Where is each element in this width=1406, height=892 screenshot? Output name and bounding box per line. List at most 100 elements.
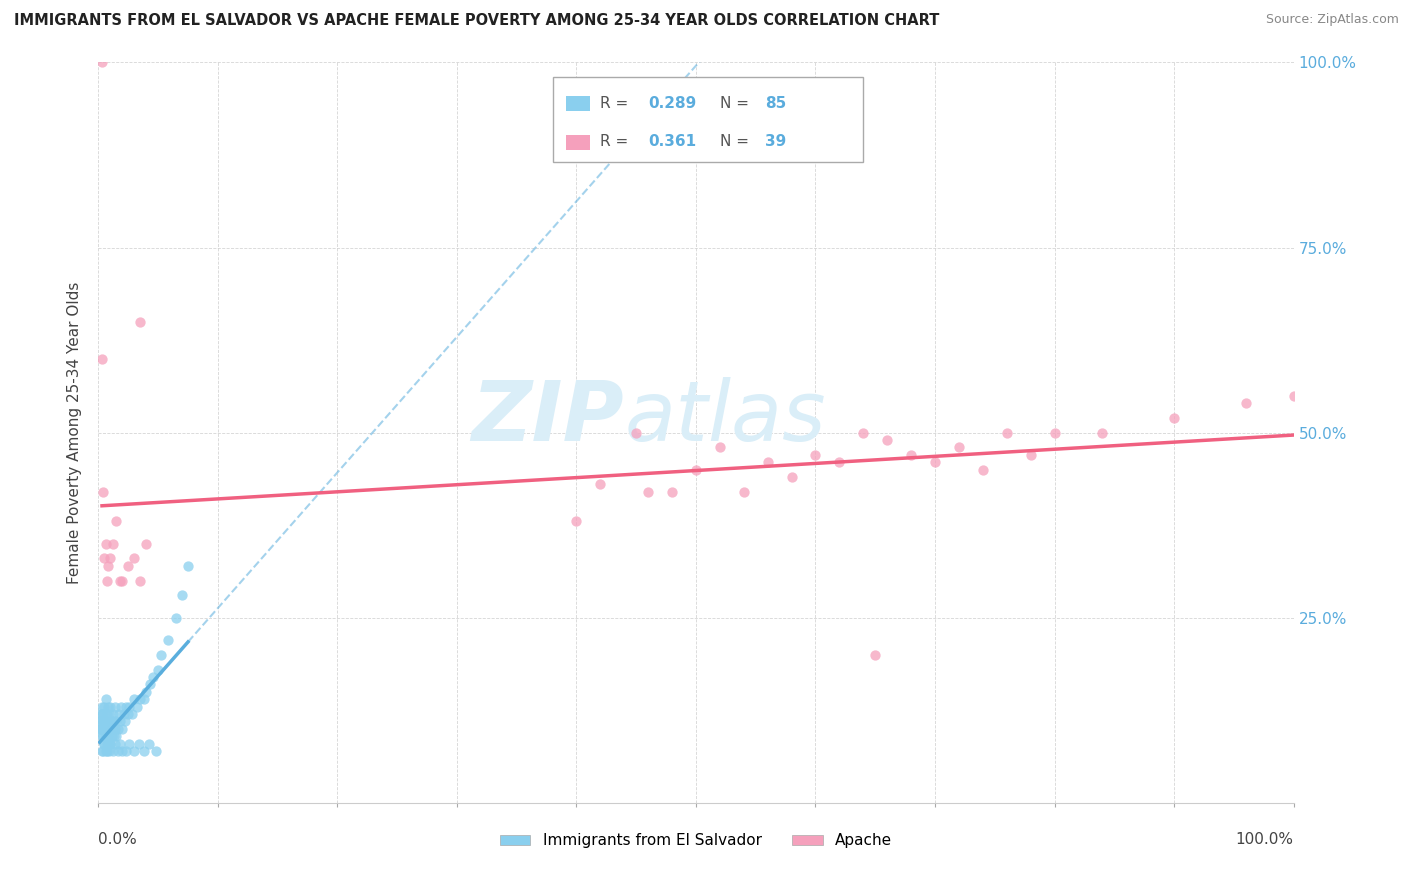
Point xyxy=(93,737,115,751)
Point xyxy=(661,484,683,499)
Point xyxy=(1282,388,1305,402)
Point xyxy=(828,455,851,469)
Point xyxy=(139,677,162,691)
Point xyxy=(589,477,612,491)
Point xyxy=(100,714,122,729)
Point xyxy=(135,685,157,699)
Point xyxy=(105,729,128,743)
Point xyxy=(108,714,131,729)
Point xyxy=(118,737,141,751)
Point xyxy=(104,699,127,714)
Point xyxy=(91,351,114,366)
Point xyxy=(98,706,121,721)
Point xyxy=(685,462,707,476)
Point xyxy=(93,699,115,714)
Point xyxy=(101,722,124,736)
Point xyxy=(172,589,194,603)
Point xyxy=(115,744,138,758)
Point xyxy=(111,744,134,758)
Point xyxy=(91,706,114,721)
Point xyxy=(98,551,122,566)
Point xyxy=(148,663,170,677)
Text: N =: N = xyxy=(720,95,749,111)
Point xyxy=(115,699,138,714)
Point xyxy=(124,551,146,566)
Point xyxy=(100,729,122,743)
Point xyxy=(97,699,120,714)
Point xyxy=(104,737,127,751)
Point xyxy=(156,632,179,647)
Point xyxy=(128,737,150,751)
Point xyxy=(105,515,128,529)
Point xyxy=(900,448,922,462)
Point xyxy=(129,692,152,706)
Point xyxy=(103,714,125,729)
Point xyxy=(94,714,117,729)
Point xyxy=(733,484,755,499)
Point xyxy=(138,737,160,751)
Point xyxy=(948,441,970,455)
Point xyxy=(709,441,731,455)
Point xyxy=(96,706,118,721)
Point xyxy=(135,536,157,550)
Point xyxy=(111,722,134,736)
Point xyxy=(101,536,124,550)
Point xyxy=(132,744,155,758)
Point xyxy=(94,744,117,758)
Point xyxy=(101,744,124,758)
Point xyxy=(91,744,114,758)
Point xyxy=(93,714,115,729)
Point xyxy=(98,722,122,736)
Point xyxy=(89,722,111,736)
Point xyxy=(94,536,117,550)
Point xyxy=(89,714,111,729)
Point xyxy=(637,484,659,499)
Point xyxy=(94,722,117,736)
Text: 0.361: 0.361 xyxy=(648,134,696,149)
Point xyxy=(98,737,122,751)
Text: 0.289: 0.289 xyxy=(648,95,696,111)
Point xyxy=(129,314,152,328)
Point xyxy=(91,722,114,736)
Point xyxy=(112,706,135,721)
Point xyxy=(97,737,120,751)
Point xyxy=(98,722,121,736)
Text: ZIP: ZIP xyxy=(471,377,624,458)
Point xyxy=(145,744,167,758)
Point xyxy=(91,729,114,743)
Text: atlas: atlas xyxy=(624,377,825,458)
Point xyxy=(93,722,115,736)
Point xyxy=(1019,448,1042,462)
Point xyxy=(804,448,827,462)
Point xyxy=(101,706,124,721)
Point xyxy=(117,558,139,573)
Point xyxy=(103,729,125,743)
Point xyxy=(96,722,118,736)
Point xyxy=(91,55,114,70)
Point xyxy=(972,462,994,476)
Legend: Immigrants from El Salvador, Apache: Immigrants from El Salvador, Apache xyxy=(494,827,898,855)
Point xyxy=(90,706,112,721)
Point xyxy=(98,699,122,714)
FancyBboxPatch shape xyxy=(565,96,589,112)
Point xyxy=(91,706,114,721)
Point xyxy=(177,558,200,573)
Point xyxy=(852,425,875,440)
Point xyxy=(124,744,146,758)
Point xyxy=(114,714,136,729)
Point xyxy=(118,699,141,714)
FancyBboxPatch shape xyxy=(565,135,589,150)
Point xyxy=(1091,425,1114,440)
Point xyxy=(90,722,112,736)
Point xyxy=(995,425,1018,440)
Point xyxy=(94,729,117,743)
Point xyxy=(124,692,146,706)
Point xyxy=(108,737,131,751)
Point xyxy=(107,744,129,758)
Point xyxy=(90,714,112,729)
Point xyxy=(865,648,887,662)
Point xyxy=(94,692,117,706)
Point xyxy=(780,470,803,484)
Point xyxy=(97,729,120,743)
Point xyxy=(565,515,588,529)
